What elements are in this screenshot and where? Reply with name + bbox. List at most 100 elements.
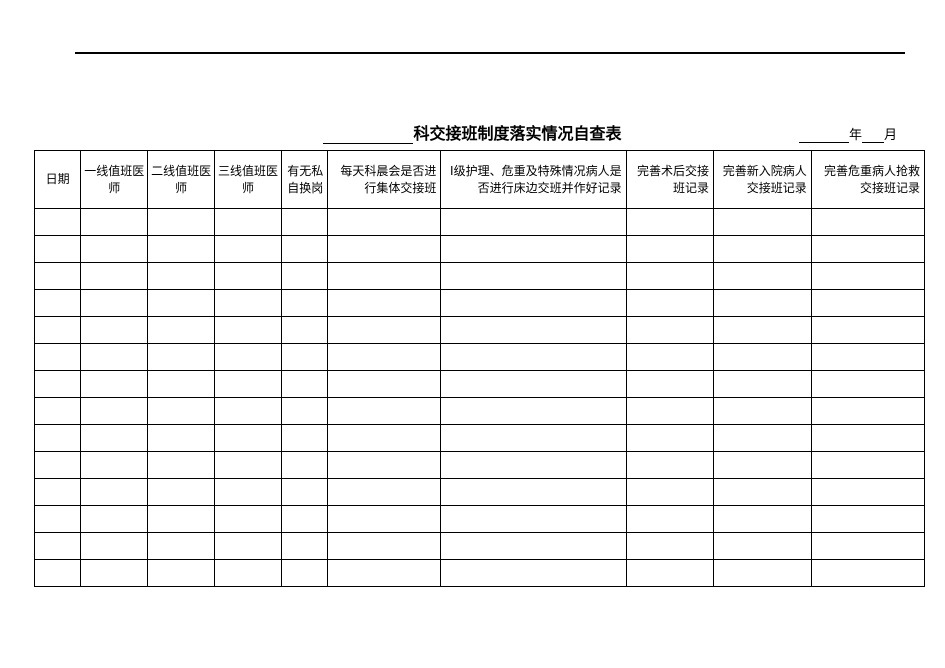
table-cell <box>811 533 924 560</box>
table-cell <box>215 452 282 479</box>
table-cell <box>281 344 327 371</box>
table-cell <box>215 479 282 506</box>
table-cell <box>626 560 713 587</box>
table-cell <box>35 560 81 587</box>
table-cell <box>215 236 282 263</box>
table-cell <box>626 209 713 236</box>
col-header-doc2: 二线值班医师 <box>148 151 215 209</box>
table-row <box>35 344 925 371</box>
table-row <box>35 317 925 344</box>
table-cell <box>811 479 924 506</box>
table-cell <box>714 290 812 317</box>
table-cell <box>81 371 148 398</box>
table-cell <box>328 533 441 560</box>
table-cell <box>148 290 215 317</box>
self-check-table: 日期 一线值班医师 二线值班医师 三线值班医师 有无私自换岗 每天科晨会是否进行… <box>34 150 925 587</box>
table-cell <box>714 506 812 533</box>
table-cell <box>441 479 626 506</box>
col-header-crit: 完善危重病人抢救交接班记录 <box>811 151 924 209</box>
table-cell <box>714 452 812 479</box>
table-cell <box>148 560 215 587</box>
table-cell <box>35 398 81 425</box>
table-cell <box>215 209 282 236</box>
table-cell <box>81 452 148 479</box>
table-cell <box>626 533 713 560</box>
table-cell <box>148 317 215 344</box>
table-cell <box>714 371 812 398</box>
table-cell <box>811 560 924 587</box>
table-row <box>35 533 925 560</box>
table-cell <box>35 290 81 317</box>
date-label: 年月 <box>799 124 897 143</box>
table-cell <box>215 560 282 587</box>
table-cell <box>148 452 215 479</box>
table-cell <box>328 452 441 479</box>
table-cell <box>215 533 282 560</box>
table-cell <box>811 236 924 263</box>
table-cell <box>81 398 148 425</box>
table-cell <box>35 425 81 452</box>
table-cell <box>281 533 327 560</box>
table-cell <box>441 209 626 236</box>
table-cell <box>441 560 626 587</box>
table-row <box>35 479 925 506</box>
table-cell <box>441 290 626 317</box>
table-cell <box>328 344 441 371</box>
table-cell <box>148 425 215 452</box>
table-cell <box>215 344 282 371</box>
table-cell <box>281 398 327 425</box>
table-cell <box>35 317 81 344</box>
table-cell <box>714 398 812 425</box>
page-title: 科交接班制度落实情况自查表 <box>413 126 621 143</box>
table-container: 日期 一线值班医师 二线值班医师 三线值班医师 有无私自换岗 每天科晨会是否进行… <box>34 150 925 587</box>
table-cell <box>626 479 713 506</box>
table-cell <box>328 290 441 317</box>
table-cell <box>35 263 81 290</box>
table-cell <box>441 344 626 371</box>
col-header-newpat: 完善新入院病人交接班记录 <box>714 151 812 209</box>
table-cell <box>441 371 626 398</box>
table-cell <box>81 425 148 452</box>
table-row <box>35 398 925 425</box>
table-cell <box>626 398 713 425</box>
table-cell <box>811 452 924 479</box>
month-suffix: 月 <box>884 127 897 142</box>
table-cell <box>148 209 215 236</box>
table-cell <box>35 344 81 371</box>
table-cell <box>626 236 713 263</box>
table-cell <box>811 290 924 317</box>
table-cell <box>81 290 148 317</box>
table-cell <box>81 560 148 587</box>
table-cell <box>281 263 327 290</box>
table-cell <box>328 479 441 506</box>
col-header-date: 日期 <box>35 151 81 209</box>
table-cell <box>215 398 282 425</box>
table-cell <box>626 290 713 317</box>
table-cell <box>215 290 282 317</box>
table-cell <box>148 371 215 398</box>
table-cell <box>148 533 215 560</box>
col-header-doc1: 一线值班医师 <box>81 151 148 209</box>
table-cell <box>35 236 81 263</box>
table-cell <box>626 452 713 479</box>
table-row <box>35 371 925 398</box>
table-row <box>35 209 925 236</box>
table-cell <box>714 263 812 290</box>
table-cell <box>714 344 812 371</box>
table-row <box>35 560 925 587</box>
col-header-meet: 每天科晨会是否进行集体交接班 <box>328 151 441 209</box>
table-cell <box>811 506 924 533</box>
table-row <box>35 263 925 290</box>
table-cell <box>811 317 924 344</box>
table-cell <box>215 263 282 290</box>
table-cell <box>328 317 441 344</box>
year-blank <box>799 127 849 143</box>
table-cell <box>626 425 713 452</box>
col-header-postop: 完善术后交接班记录 <box>626 151 713 209</box>
table-cell <box>626 263 713 290</box>
table-cell <box>714 425 812 452</box>
table-cell <box>148 344 215 371</box>
table-cell <box>81 479 148 506</box>
top-horizontal-rule <box>75 52 905 54</box>
table-cell <box>328 263 441 290</box>
